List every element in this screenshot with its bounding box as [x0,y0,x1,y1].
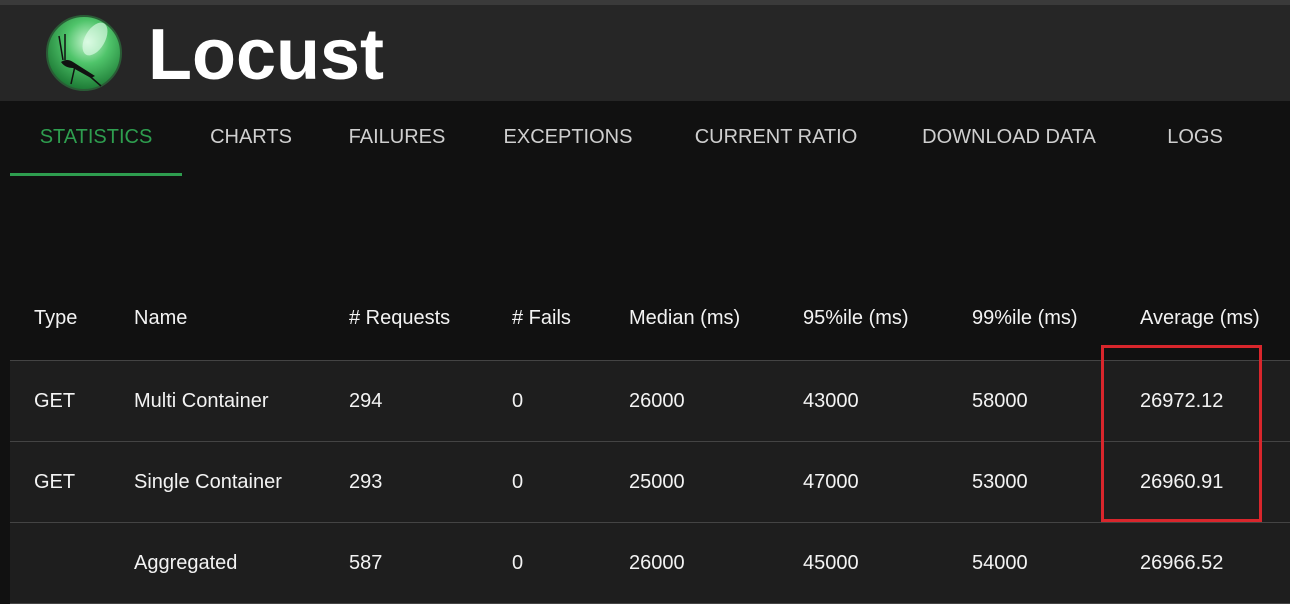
cell-name: Multi Container [133,360,348,442]
cell-fails: 0 [511,360,628,442]
app-header: Locust [0,5,1290,101]
statistics-table: Type Name # Requests # Fails Median (ms)… [10,277,1290,604]
window-top-strip [0,0,1290,5]
locust-logo-icon [46,15,122,91]
tab-logs[interactable]: LOGS [1167,126,1223,148]
tab-charts[interactable]: CHARTS [210,126,292,148]
cell-99: 54000 [971,522,1139,604]
cell-requests: 294 [348,360,511,442]
cell-fails: 0 [511,522,628,604]
cell-average: 26966.52 [1139,522,1290,604]
cell-requests: 587 [348,522,511,604]
cell-95: 45000 [802,522,971,604]
cell-name: Aggregated [133,522,348,604]
cell-95: 47000 [802,441,971,523]
cell-fails: 0 [511,441,628,523]
tab-download-data[interactable]: DOWNLOAD DATA [922,126,1096,148]
col-name[interactable]: Name [133,277,348,361]
table-header-row: Type Name # Requests # Fails Median (ms)… [10,277,1290,361]
cell-average: 26972.12 [1139,360,1290,442]
cell-95: 43000 [802,360,971,442]
table-row: GET Single Container 293 0 25000 47000 5… [10,441,1290,523]
cell-average: 26960.91 [1139,441,1290,523]
cell-99: 53000 [971,441,1139,523]
col-99[interactable]: 99%ile (ms) [971,277,1139,361]
app-title: Locust [148,15,385,95]
cell-median: 25000 [628,441,802,523]
cell-type: GET [10,360,133,442]
col-95[interactable]: 95%ile (ms) [802,277,971,361]
cell-name: Single Container [133,441,348,523]
col-requests[interactable]: # Requests [348,277,511,361]
cell-median: 26000 [628,360,802,442]
table-row-aggregated: Aggregated 587 0 26000 45000 54000 26966… [10,522,1290,604]
col-average[interactable]: Average (ms) [1139,277,1290,361]
col-fails[interactable]: # Fails [511,277,628,361]
tab-failures[interactable]: FAILURES [348,126,446,148]
tab-current-ratio[interactable]: CURRENT RATIO [694,126,858,148]
cell-median: 26000 [628,522,802,604]
cell-requests: 293 [348,441,511,523]
tab-statistics[interactable]: STATISTICS [10,101,182,176]
col-type[interactable]: Type [10,277,133,361]
table-row: GET Multi Container 294 0 26000 43000 58… [10,360,1290,442]
cell-type: GET [10,441,133,523]
main-nav: STATISTICS CHARTS FAILURES EXCEPTIONS CU… [0,101,1290,176]
cell-99: 58000 [971,360,1139,442]
col-median[interactable]: Median (ms) [628,277,802,361]
tab-exceptions[interactable]: EXCEPTIONS [503,126,633,148]
cell-type [10,522,133,604]
